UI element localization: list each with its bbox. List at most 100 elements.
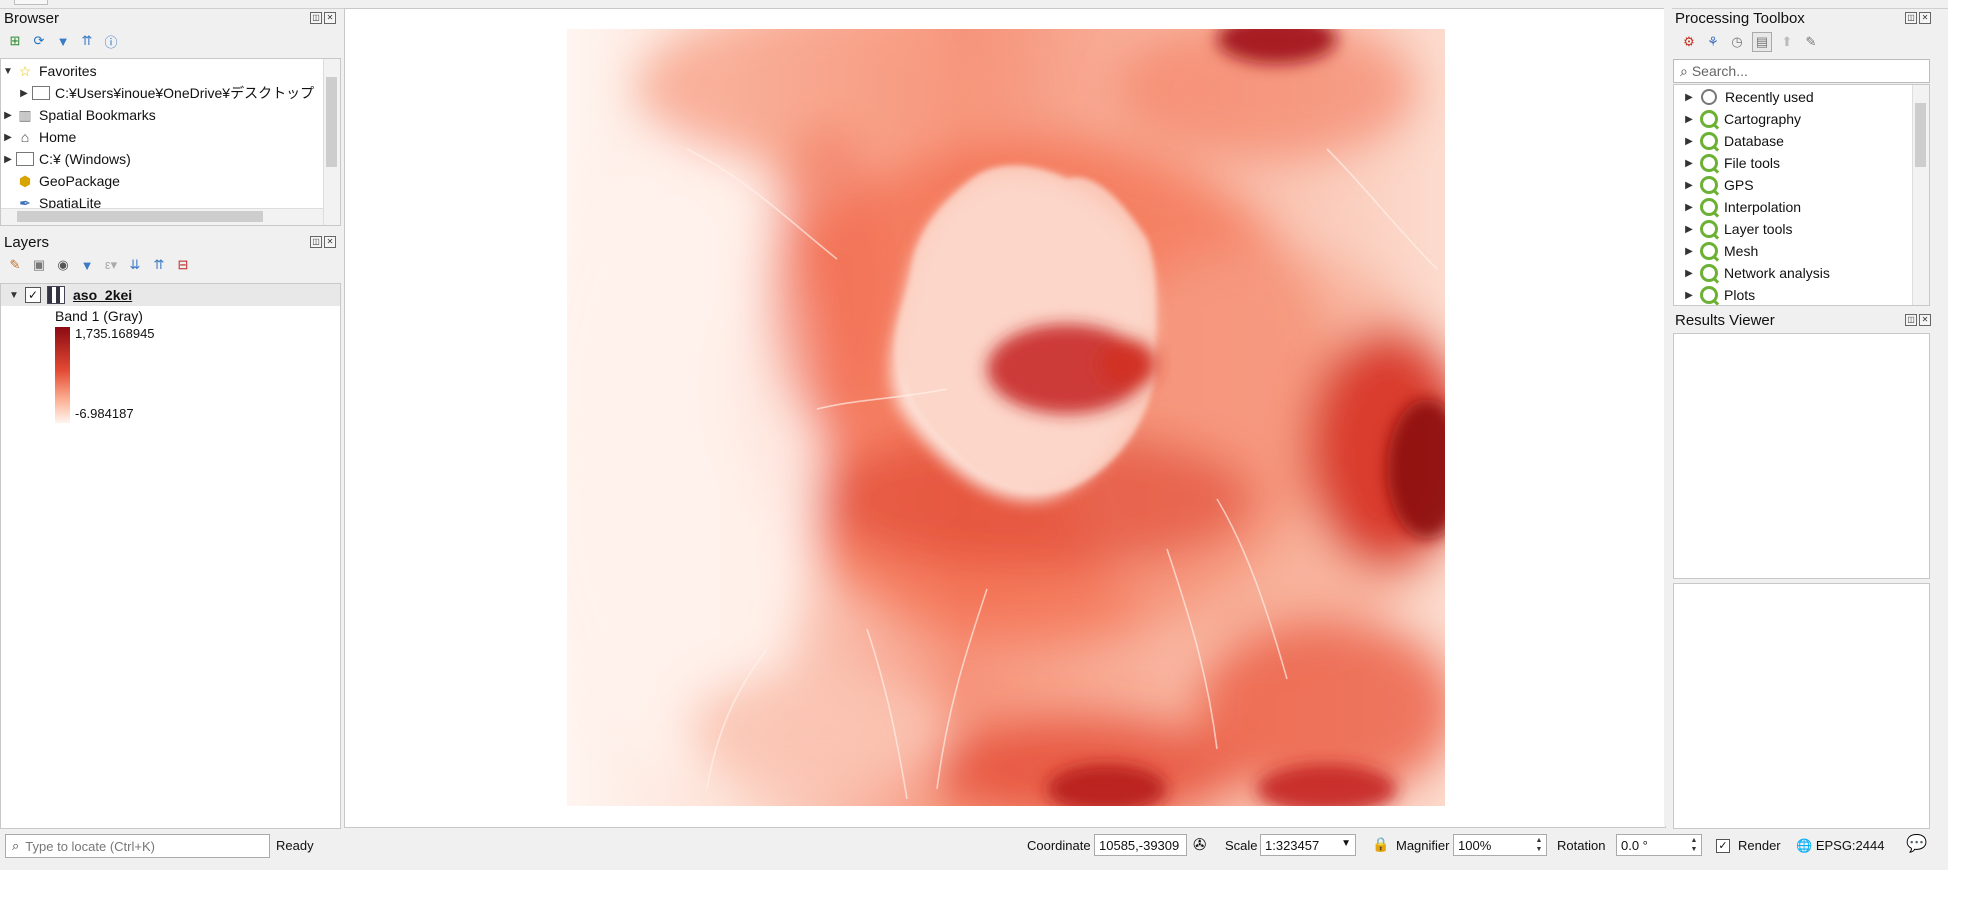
toolbox-item-mesh[interactable]: ▶ Mesh — [1682, 240, 1758, 262]
rotation-spinbox[interactable]: 0.0 ° ▲ ▼ — [1616, 834, 1702, 856]
scrollbar-thumb[interactable] — [326, 77, 337, 167]
toolbox-item-interpolation[interactable]: ▶ Interpolation — [1682, 196, 1801, 218]
lock-scale-icon[interactable]: 🔒 — [1372, 836, 1390, 852]
close-icon[interactable]: ✕ — [324, 12, 336, 24]
models-icon[interactable]: ⚙ — [1683, 34, 1695, 49]
float-icon[interactable]: ◫ — [1905, 314, 1917, 326]
layer-name[interactable]: aso_2kei — [73, 287, 133, 303]
remove-layer-icon[interactable]: ⊟ — [177, 257, 189, 272]
expand-arrow-icon[interactable]: ▶ — [1685, 157, 1693, 169]
scrollbar-thumb[interactable] — [1915, 103, 1926, 167]
raster-layer-icon — [47, 286, 65, 304]
expand-arrow-icon[interactable]: ▶ — [1685, 245, 1693, 257]
browser-tree[interactable]: ▼ ☆ Favorites ▶ C:¥Users¥inoue¥OneDrive¥… — [0, 58, 341, 226]
expand-arrow-icon[interactable]: ▶ — [20, 87, 28, 99]
toolbox-item-plots[interactable]: ▶ Plots — [1682, 284, 1756, 305]
browser-item-favorites[interactable]: ▼ ☆ Favorites — [1, 60, 97, 82]
toolbox-item-file-tools[interactable]: ▶ File tools — [1682, 152, 1780, 174]
browser-item-spatial-bookmarks[interactable]: ▶ ▥ Spatial Bookmarks — [1, 104, 156, 126]
style-icon[interactable]: ✎ — [9, 257, 21, 272]
toolbox-item-cartography[interactable]: ▶ Cartography — [1682, 108, 1801, 130]
toolbox-item-database[interactable]: ▶ Database — [1682, 130, 1784, 152]
options-icon[interactable]: ✎ — [1805, 34, 1817, 49]
toggle-extents-icon[interactable]: ✇ — [1193, 837, 1207, 854]
chevron-down-icon[interactable]: ▼ — [1341, 838, 1351, 849]
layers-dock-buttons: ◫ ✕ — [310, 236, 336, 248]
expand-all-icon[interactable]: ⇊ — [129, 257, 141, 272]
browser-horizontal-scrollbar[interactable] — [1, 208, 323, 225]
qgis-provider-icon — [1700, 242, 1718, 260]
crs-button[interactable]: 🌐 EPSG:2444 — [1796, 838, 1884, 854]
history-icon[interactable]: ◷ — [1731, 34, 1743, 49]
browser-item-spatialite[interactable]: ✒ SpatiaLite — [1, 192, 101, 214]
browser-item-desktop-folder[interactable]: ▶ C:¥Users¥inoue¥OneDrive¥デスクトップ — [17, 82, 314, 104]
expand-arrow-icon[interactable]: ▶ — [1685, 179, 1693, 191]
map-canvas[interactable] — [344, 8, 1666, 828]
toolbox-item-layer-tools[interactable]: ▶ Layer tools — [1682, 218, 1792, 240]
collapse-all-icon[interactable]: ⇈ — [153, 257, 165, 272]
refresh-icon[interactable]: ⟳ — [33, 33, 45, 48]
browser-item-geopackage[interactable]: ⬢ GeoPackage — [1, 170, 120, 192]
close-icon[interactable]: ✕ — [1919, 314, 1931, 326]
toolbox-item-network-analysis[interactable]: ▶ Network analysis — [1682, 262, 1830, 284]
layer-row-aso-2kei[interactable]: ▼ ✓ aso_2kei — [1, 284, 340, 306]
edit-features-in-place-icon[interactable]: ⬆ — [1781, 34, 1793, 49]
geopackage-icon: ⬢ — [18, 172, 32, 189]
browser-item-home[interactable]: ▶ ⌂ Home — [1, 126, 76, 148]
scale-combobox[interactable]: 1:323457 ▼ — [1260, 834, 1356, 856]
expand-arrow-icon[interactable]: ▼ — [9, 289, 19, 301]
expand-arrow-icon[interactable]: ▶ — [1685, 91, 1693, 103]
collapse-all-icon[interactable]: ⇈ — [81, 33, 93, 48]
render-checkbox[interactable]: ✓ — [1716, 837, 1730, 853]
filter-expression-icon[interactable]: ε▾ — [104, 257, 118, 272]
coordinate-field[interactable]: 10585,-39309 — [1094, 834, 1187, 856]
layer-visibility-checkbox[interactable]: ✓ — [25, 287, 41, 303]
expand-arrow-icon[interactable]: ▶ — [1685, 289, 1693, 301]
spin-arrows-icon[interactable]: ▲ ▼ — [1690, 837, 1698, 853]
toolbox-item-label: Plots — [1724, 287, 1756, 303]
float-icon[interactable]: ◫ — [310, 12, 322, 24]
expand-arrow-icon[interactable]: ▶ — [1685, 223, 1693, 235]
add-group-icon[interactable]: ▣ — [32, 257, 46, 272]
expand-arrow-icon[interactable]: ▶ — [4, 131, 12, 143]
add-layer-icon[interactable]: ⊞ — [9, 33, 21, 48]
crs-label: EPSG:2444 — [1815, 838, 1885, 853]
expand-arrow-icon[interactable]: ▶ — [1685, 135, 1693, 147]
spin-arrows-icon[interactable]: ▲ ▼ — [1535, 837, 1543, 853]
info-icon[interactable]: ⓘ — [104, 34, 118, 50]
toolbox-search-input[interactable]: ⌕ Search... — [1673, 59, 1930, 83]
qgis-provider-icon — [1700, 132, 1718, 150]
check-icon: ✓ — [1716, 838, 1730, 853]
filter-legend-icon[interactable]: ▼ — [80, 257, 94, 273]
magnifier-spinbox[interactable]: 100% ▲ ▼ — [1453, 834, 1547, 856]
toolbox-item-recently-used[interactable]: ▶ Recently used — [1682, 86, 1814, 108]
expand-arrow-icon[interactable]: ▶ — [4, 109, 12, 121]
results-viewer-list[interactable] — [1673, 333, 1930, 579]
expand-arrow-icon[interactable]: ▼ — [3, 65, 13, 77]
close-icon[interactable]: ✕ — [1919, 12, 1931, 24]
float-icon[interactable]: ◫ — [310, 236, 322, 248]
scrollbar-thumb[interactable] — [17, 211, 263, 222]
results-viewer-icon[interactable]: ▤ — [1752, 32, 1772, 52]
visibility-icon[interactable]: ◉ — [57, 257, 69, 272]
toolbox-tree[interactable]: ▶ Recently used ▶ Cartography ▶ Database… — [1673, 84, 1930, 306]
expand-arrow-icon[interactable]: ▶ — [1685, 201, 1693, 213]
scripts-icon[interactable]: ⚘ — [1707, 34, 1719, 49]
toolbox-item-gps[interactable]: ▶ GPS — [1682, 174, 1754, 196]
locator-search-input[interactable]: ⌕ Type to locate (Ctrl+K) — [5, 834, 270, 858]
layers-tree[interactable]: ▼ ✓ aso_2kei Band 1 (Gray) 1,735.168945 … — [0, 283, 341, 829]
browser-item-label: Spatial Bookmarks — [39, 107, 156, 123]
expand-arrow-icon[interactable]: ▶ — [4, 153, 12, 165]
expand-arrow-icon[interactable]: ▶ — [1685, 113, 1693, 125]
browser-vertical-scrollbar[interactable] — [323, 59, 340, 225]
expand-arrow-icon[interactable]: ▶ — [1685, 267, 1693, 279]
close-icon[interactable]: ✕ — [324, 236, 336, 248]
right-dock-splitter[interactable] — [1664, 8, 1672, 826]
filter-icon[interactable]: ▼ — [56, 33, 70, 49]
layers-toolbar: ✎ ▣ ◉ ▼ ε▾ ⇊ ⇈ ⊟ — [6, 256, 192, 274]
messages-icon[interactable]: 💬 — [1906, 834, 1928, 853]
toolbar-tab[interactable] — [14, 0, 48, 5]
float-icon[interactable]: ◫ — [1905, 12, 1917, 24]
toolbox-vertical-scrollbar[interactable] — [1912, 85, 1929, 305]
browser-item-c-drive[interactable]: ▶ C:¥ (Windows) — [1, 148, 131, 170]
